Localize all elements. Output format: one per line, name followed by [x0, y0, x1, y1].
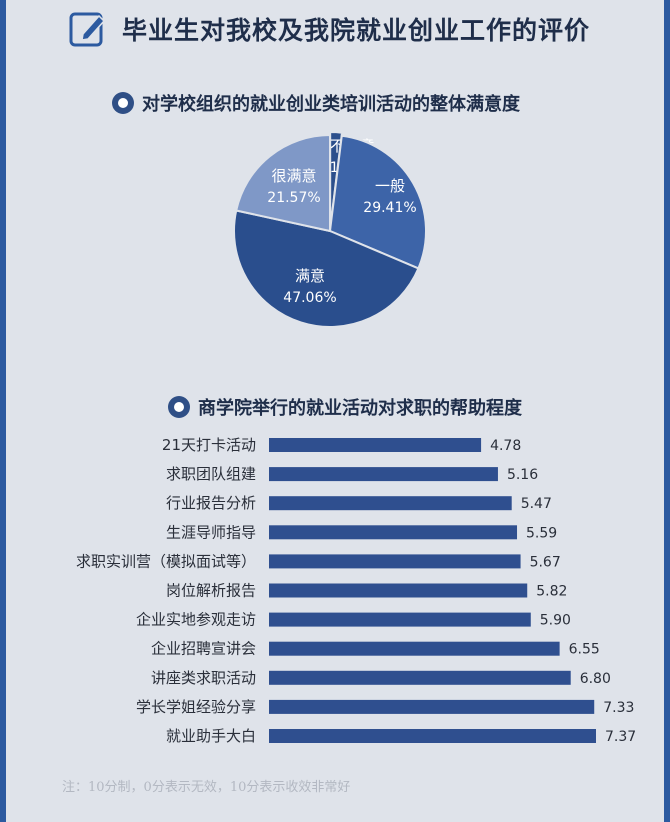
bar-category-label: 就业助手大白 — [166, 727, 256, 745]
ring-bullet-icon — [112, 92, 134, 114]
bar — [269, 699, 595, 714]
bar-value-label: 5.82 — [536, 584, 567, 600]
pie-slice-2 — [233, 209, 420, 328]
bar-category-label: 生涯导师指导 — [166, 523, 256, 541]
bar-category-label: 讲座类求职活动 — [151, 669, 256, 687]
bar — [269, 525, 518, 540]
bar-category-label: 企业招聘宣讲会 — [151, 640, 256, 658]
bar-value-label: 5.16 — [507, 467, 538, 483]
bar — [269, 612, 531, 627]
bar-category-label: 行业报告分析 — [166, 494, 256, 512]
page-header: 毕业生对我校及我院就业创业工作的评价 — [68, 6, 590, 52]
bar-category-label: 求职团队组建 — [166, 465, 256, 483]
bar-value-label: 5.47 — [521, 496, 552, 512]
bar-value-label: 7.37 — [605, 729, 636, 745]
bar-category-label: 21天打卡活动 — [162, 436, 256, 454]
bar — [269, 438, 482, 452]
helpfulness-bar-chart: 21天打卡活动 4.78 求职团队组建 5.16 行业报告分析 5.47 生涯导师指导 5.5… — [76, 436, 636, 745]
bar — [269, 467, 498, 482]
pie-slice-1 — [328, 134, 427, 270]
bar — [269, 496, 512, 511]
pie-label-1: 一般 — [375, 177, 405, 195]
pie-label-3: 很满意 — [271, 167, 316, 185]
bar-value-label: 5.67 — [530, 554, 561, 570]
bar-title: 商学院举行的就业活动对求职的帮助程度 — [198, 398, 522, 419]
bar-category-label: 学长学姐经验分享 — [136, 698, 256, 716]
page-title: 毕业生对我校及我院就业创业工作的评价 — [122, 16, 591, 45]
bar-value-label: 5.90 — [540, 613, 571, 629]
footnote: 注：10分制，0分表示无效，10分表示收效非常好 — [62, 780, 351, 795]
pie-value-label-2: 47.06% — [283, 290, 336, 306]
bar-category-label: 求职实训营（模拟面试等） — [76, 552, 256, 570]
bar — [269, 670, 571, 685]
bar — [269, 641, 560, 656]
bar-value-label: 4.78 — [490, 438, 521, 454]
pie-label-2: 满意 — [295, 267, 325, 285]
bar — [269, 554, 521, 569]
pie-section-title: 对学校组织的就业创业类培训活动的整体满意度 — [112, 90, 520, 116]
bar-section-title: 商学院举行的就业活动对求职的帮助程度 — [168, 394, 522, 420]
pie-value-label-3: 21.57% — [267, 190, 320, 206]
bar-value-label: 6.55 — [569, 642, 600, 658]
ring-bullet-icon — [168, 396, 190, 418]
bar-value-label: 5.59 — [526, 525, 557, 541]
edit-icon — [69, 12, 106, 47]
bar-value-label: 7.33 — [603, 700, 634, 716]
pie-title: 对学校组织的就业创业类培训活动的整体满意度 — [142, 94, 520, 115]
bar-value-label: 6.80 — [580, 671, 611, 687]
pie-value-label-1: 29.41% — [363, 200, 416, 216]
bar-category-label: 企业实地参观走访 — [136, 611, 256, 629]
bar-category-label: 岗位解析报告 — [166, 582, 256, 600]
bar — [269, 583, 528, 598]
bar — [269, 729, 596, 743]
pie-slice-3 — [235, 133, 331, 233]
